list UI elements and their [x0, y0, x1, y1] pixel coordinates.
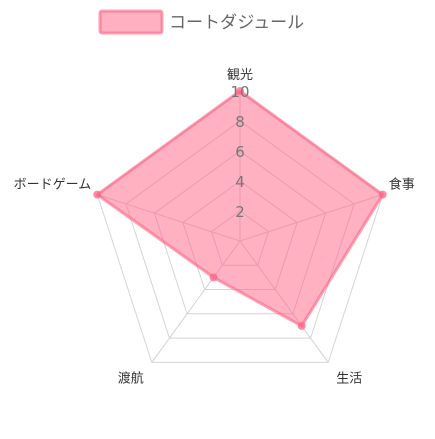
data-point[interactable]: [209, 273, 218, 282]
legend[interactable]: コートダジュール: [98, 9, 304, 35]
data-point[interactable]: [378, 190, 387, 199]
data-point[interactable]: [297, 321, 306, 330]
tick-layer: 2 4 6 8 10: [230, 83, 249, 221]
data-point[interactable]: [93, 190, 102, 199]
axis-label: 生活: [336, 371, 362, 386]
tick-label: 10: [230, 83, 249, 101]
axis-label: ボードゲーム: [14, 178, 92, 193]
legend-swatch: [98, 9, 164, 35]
tick-label: 4: [235, 173, 245, 191]
tick-label: 6: [235, 143, 245, 161]
series-layer: [93, 87, 387, 330]
tick-label: 2: [235, 203, 245, 221]
series-area: [95, 89, 385, 328]
data-point[interactable]: [236, 87, 244, 95]
legend-label: コートダジュール: [169, 13, 304, 33]
axis-label: 食事: [389, 177, 415, 193]
axis-label: 観光: [227, 68, 253, 83]
tick-label: 8: [235, 113, 245, 131]
axis-label: 渡航: [118, 370, 144, 386]
